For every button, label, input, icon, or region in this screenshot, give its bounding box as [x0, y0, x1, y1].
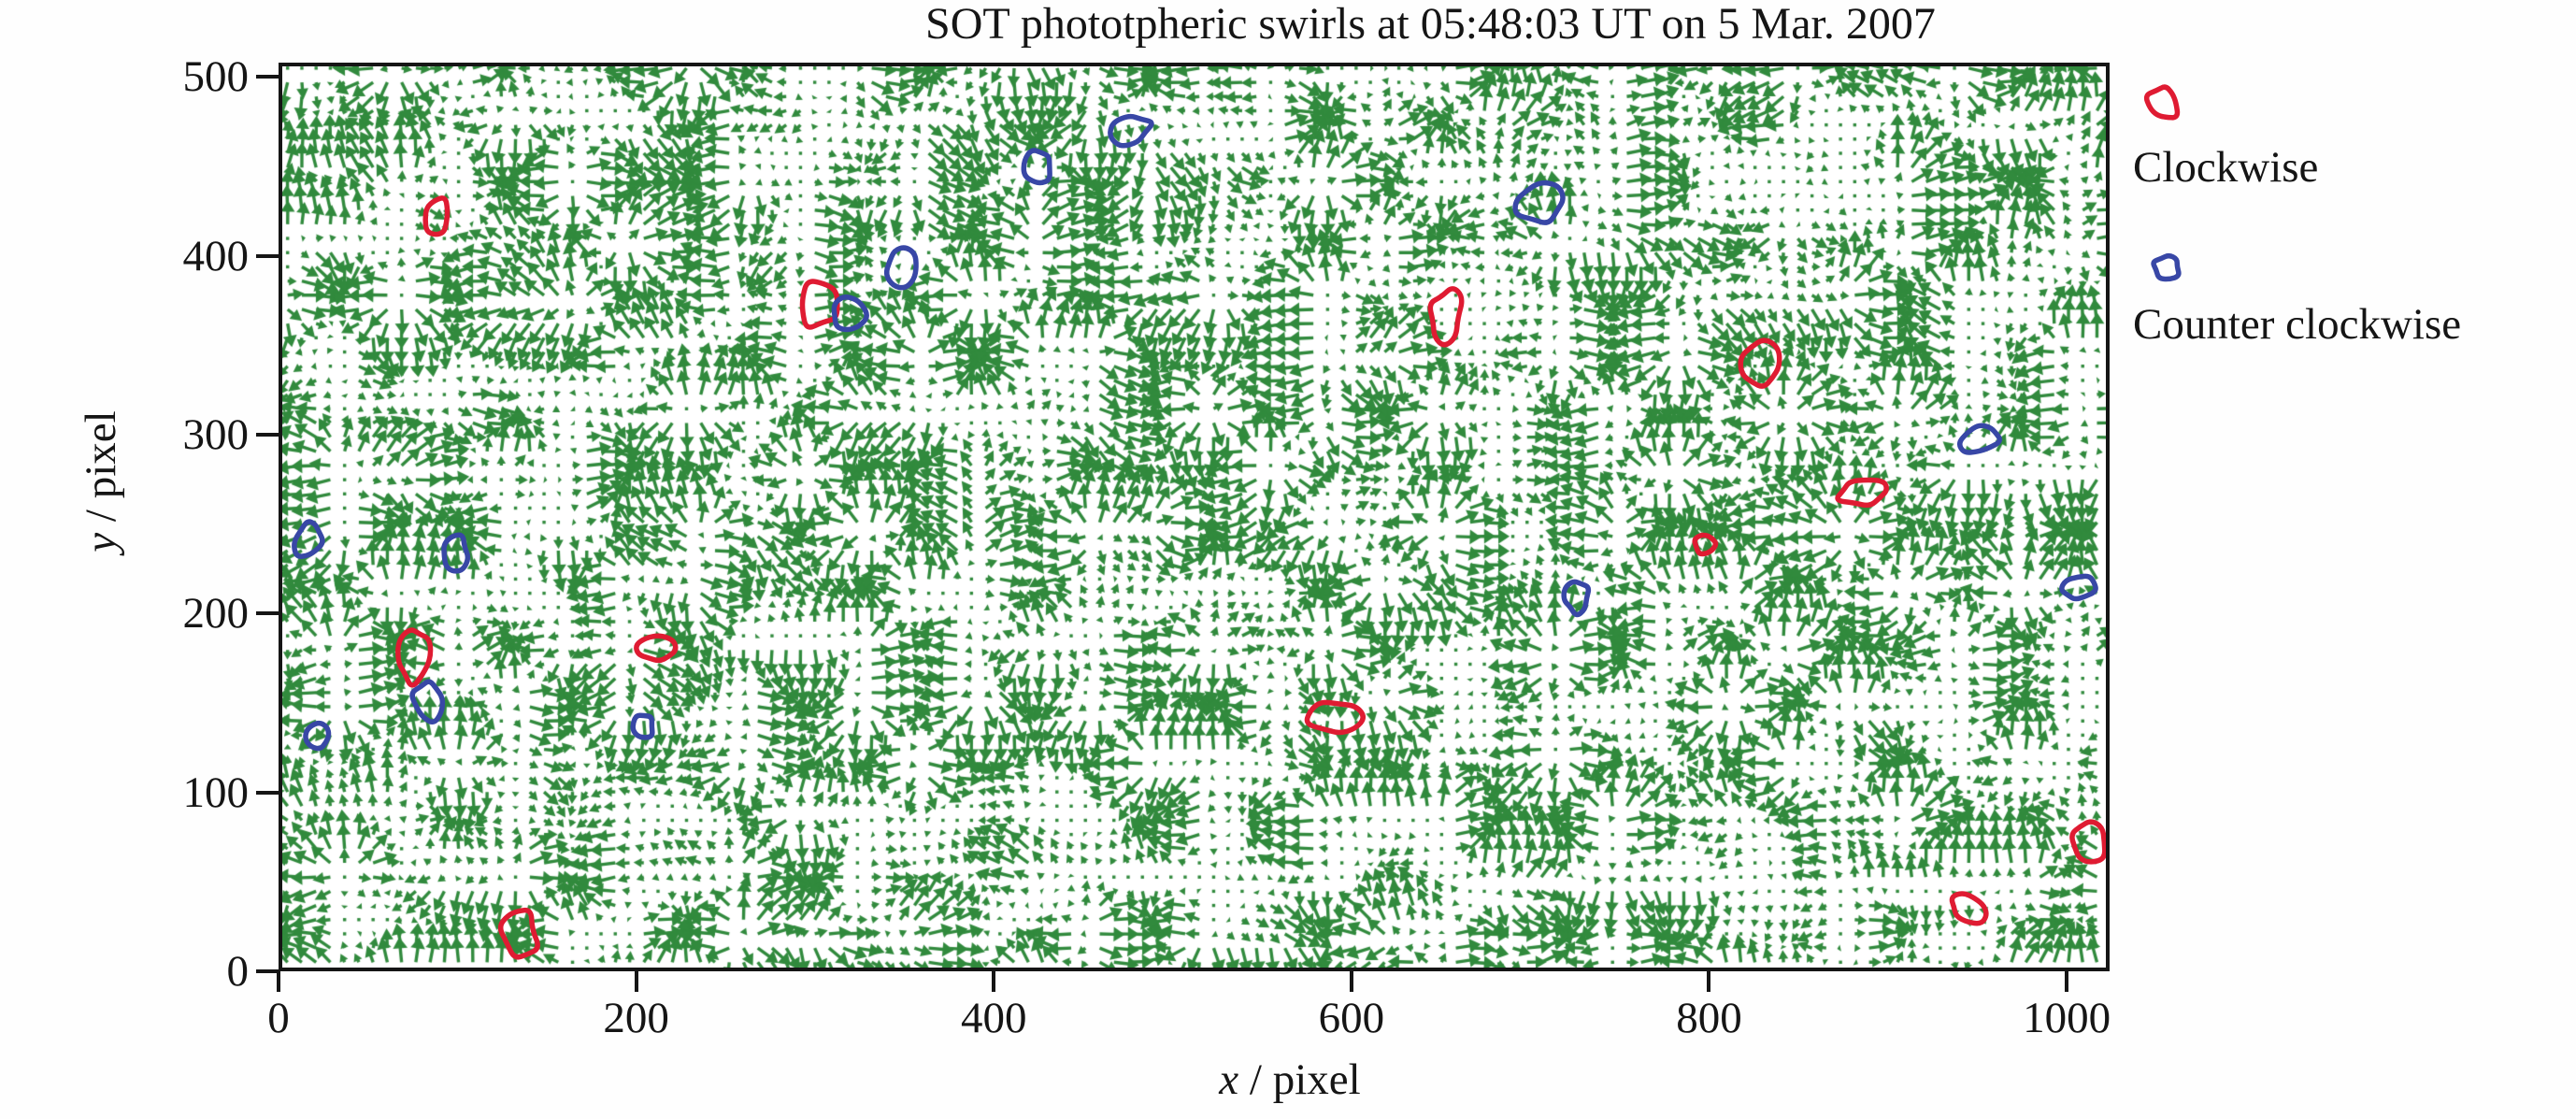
clockwise-swirl-contour: [1427, 286, 1465, 348]
clockwise-swirl-contour: [497, 907, 540, 960]
x-tick: [634, 971, 638, 992]
x-tick: [1707, 971, 1711, 992]
x-tick: [277, 971, 280, 992]
x-axis-label-var: x: [1219, 1055, 1239, 1104]
y-tick: [256, 75, 279, 79]
y-axis-label-unit: / pixel: [77, 410, 125, 533]
y-tick: [256, 253, 279, 258]
counterclockwise-swirl-contour: [2059, 573, 2098, 602]
counterclockwise-swirl-contour: [831, 294, 869, 333]
y-axis-label-var: y: [77, 532, 125, 552]
x-axis-label: x / pixel: [1219, 1054, 1360, 1105]
x-tick: [1349, 971, 1353, 992]
y-tick-label: 300: [182, 409, 250, 459]
vector-field-canvas: [282, 66, 2106, 968]
legend-label-counterclockwise: Counter clockwise: [2133, 300, 2462, 349]
y-tick: [256, 611, 279, 616]
counterclockwise-marker-icon: [2151, 252, 2182, 282]
x-tick-label: 0: [267, 994, 290, 1042]
counterclockwise-swirl-contour: [441, 532, 471, 574]
clockwise-swirl-contour: [422, 195, 451, 237]
clockwise-marker-icon-path: [2143, 84, 2181, 121]
counterclockwise-marker-icon-path: [2151, 252, 2182, 282]
counterclockwise-swirl-contour: [630, 712, 655, 740]
x-tick-label: 400: [960, 994, 1027, 1042]
legend-label-clockwise: Clockwise: [2133, 143, 2319, 192]
counterclockwise-swirl-contour: [1512, 179, 1566, 225]
clockwise-swirl-contour: [634, 633, 679, 664]
counterclockwise-swirl-contour: [1108, 113, 1154, 149]
x-axis-label-unit: / pixel: [1238, 1055, 1361, 1104]
clockwise-swirl-contour: [395, 627, 434, 688]
clockwise-swirl-contour: [1835, 477, 1889, 509]
x-tick-label: 600: [1318, 994, 1385, 1042]
clockwise-swirl-contour: [2069, 819, 2106, 865]
y-tick: [256, 432, 279, 437]
y-tick-label: 200: [182, 589, 250, 638]
y-tick: [256, 969, 279, 973]
x-tick: [992, 971, 996, 992]
plot-area: [279, 63, 2110, 971]
counterclockwise-swirl-contour: [1021, 148, 1052, 186]
y-tick-label: 400: [182, 231, 250, 280]
counterclockwise-swirl-contour: [1956, 423, 2003, 455]
y-tick-label: 500: [182, 52, 250, 102]
counterclockwise-swirl-contour: [1561, 579, 1592, 618]
counterclockwise-swirl-contour: [292, 519, 325, 559]
clockwise-swirl-contour: [1304, 699, 1366, 736]
y-tick-label: 0: [226, 947, 250, 996]
y-axis-label: y / pixel: [76, 410, 126, 552]
clockwise-contours-layer: [395, 195, 2106, 960]
x-tick-label: 800: [1676, 994, 1742, 1042]
x-tick-label: 1000: [2023, 994, 2111, 1042]
counterclockwise-swirl-contour: [409, 679, 446, 725]
clockwise-swirl-contour: [1949, 891, 1989, 926]
counterclockwise-swirl-contour: [303, 720, 332, 752]
counterclockwise-contours-layer: [292, 113, 2098, 752]
counterclockwise-swirl-contour: [883, 245, 919, 291]
clockwise-swirl-contour: [1692, 532, 1719, 557]
x-tick-label: 200: [603, 994, 669, 1042]
clockwise-swirl-contour: [1738, 337, 1782, 389]
y-tick-label: 100: [182, 768, 250, 817]
x-tick: [2065, 971, 2069, 992]
clockwise-marker-icon: [2143, 84, 2181, 121]
y-tick: [256, 790, 279, 795]
chart-title: SOT phototpheric swirls at 05:48:03 UT o…: [925, 0, 1936, 49]
